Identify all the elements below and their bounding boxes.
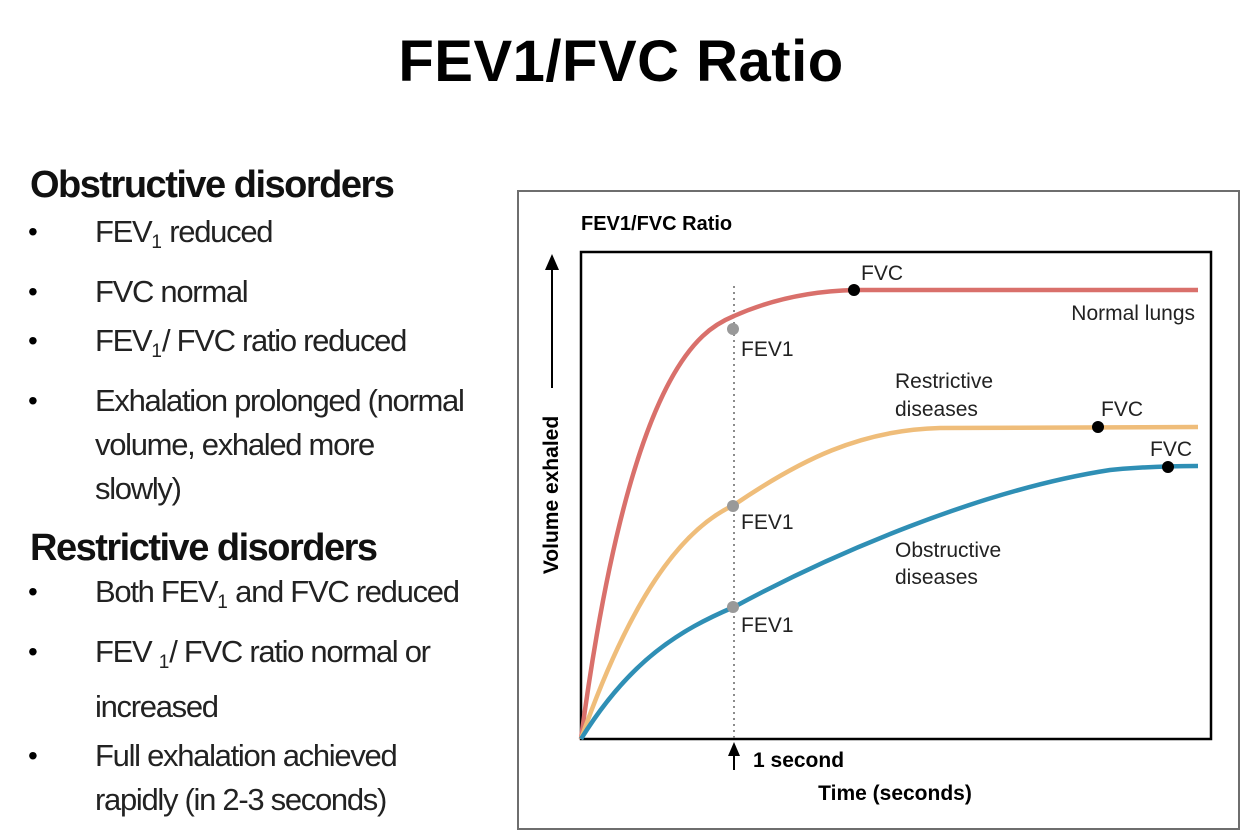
obstructive-item-ratio: FEV1/ FVC ratio reduced (28, 319, 465, 374)
figure-title: FEV1/FVC Ratio (581, 213, 732, 235)
restrictive-fev1-label: FEV1 (741, 511, 794, 534)
restrictive-label-line1: Restrictive (895, 370, 993, 393)
restrictive-label-line2: diseases (895, 398, 978, 421)
spirometry-figure: FEV1/FVC Ratio Volume exhaled 1 second T… (517, 190, 1240, 830)
obstructive-fvc-label: FVC (1150, 438, 1192, 461)
restrictive-item-full-exhalation: Full exhalation achieved rapidly (in 2-3… (28, 734, 465, 822)
normal-lungs-label: Normal lungs (1071, 302, 1195, 325)
obstructive-item-fvc: FVC normal (28, 270, 465, 314)
obstructive-fev1-dot (727, 601, 739, 613)
normal-lungs-curve (578, 287, 1198, 740)
normal-fvc-dot (848, 284, 860, 296)
x-axis-label: Time (seconds) (818, 782, 972, 805)
restrictive-fev1-dot (727, 500, 739, 512)
restrictive-heading: Restrictive disorders (30, 527, 378, 569)
restrictive-fvc-label: FVC (1101, 398, 1143, 421)
restrictive-curve (578, 424, 1199, 740)
obstructive-label-line2: diseases (895, 566, 978, 589)
obstructive-item-exhalation: Exhalation prolonged (normal volume, exh… (28, 379, 465, 511)
one-second-label: 1 second (753, 749, 844, 772)
obstructive-curve (579, 463, 1199, 741)
restrictive-item-both: Both FEV1 and FVC reduced (28, 570, 495, 625)
y-axis-arrowhead (545, 254, 559, 270)
restrictive-list: Both FEV1 and FVC reduced FEV 1/ FVC rat… (28, 570, 495, 827)
slide-title: FEV1/FVC Ratio (398, 29, 844, 94)
obstructive-fvc-dot (1162, 461, 1174, 473)
y-axis-label: Volume exhaled (540, 416, 563, 574)
obstructive-item-fev1: FEV1 reduced (28, 210, 465, 265)
obstructive-fev1-label: FEV1 (741, 614, 794, 637)
normal-fev1-dot (727, 323, 739, 335)
obstructive-heading: Obstructive disorders (30, 164, 395, 206)
normal-fev1-label: FEV1 (741, 338, 794, 361)
normal-fvc-label: FVC (861, 262, 903, 285)
restrictive-fvc-dot (1092, 421, 1104, 433)
restrictive-item-ratio: FEV 1/ FVC ratio normal or increased (28, 630, 495, 729)
plot-frame (579, 250, 1213, 741)
one-second-arrowhead (728, 742, 740, 756)
obstructive-label-line1: Obstructive (895, 539, 1001, 562)
obstructive-list: FEV1 reduced FVC normal FEV1/ FVC ratio … (28, 210, 465, 516)
